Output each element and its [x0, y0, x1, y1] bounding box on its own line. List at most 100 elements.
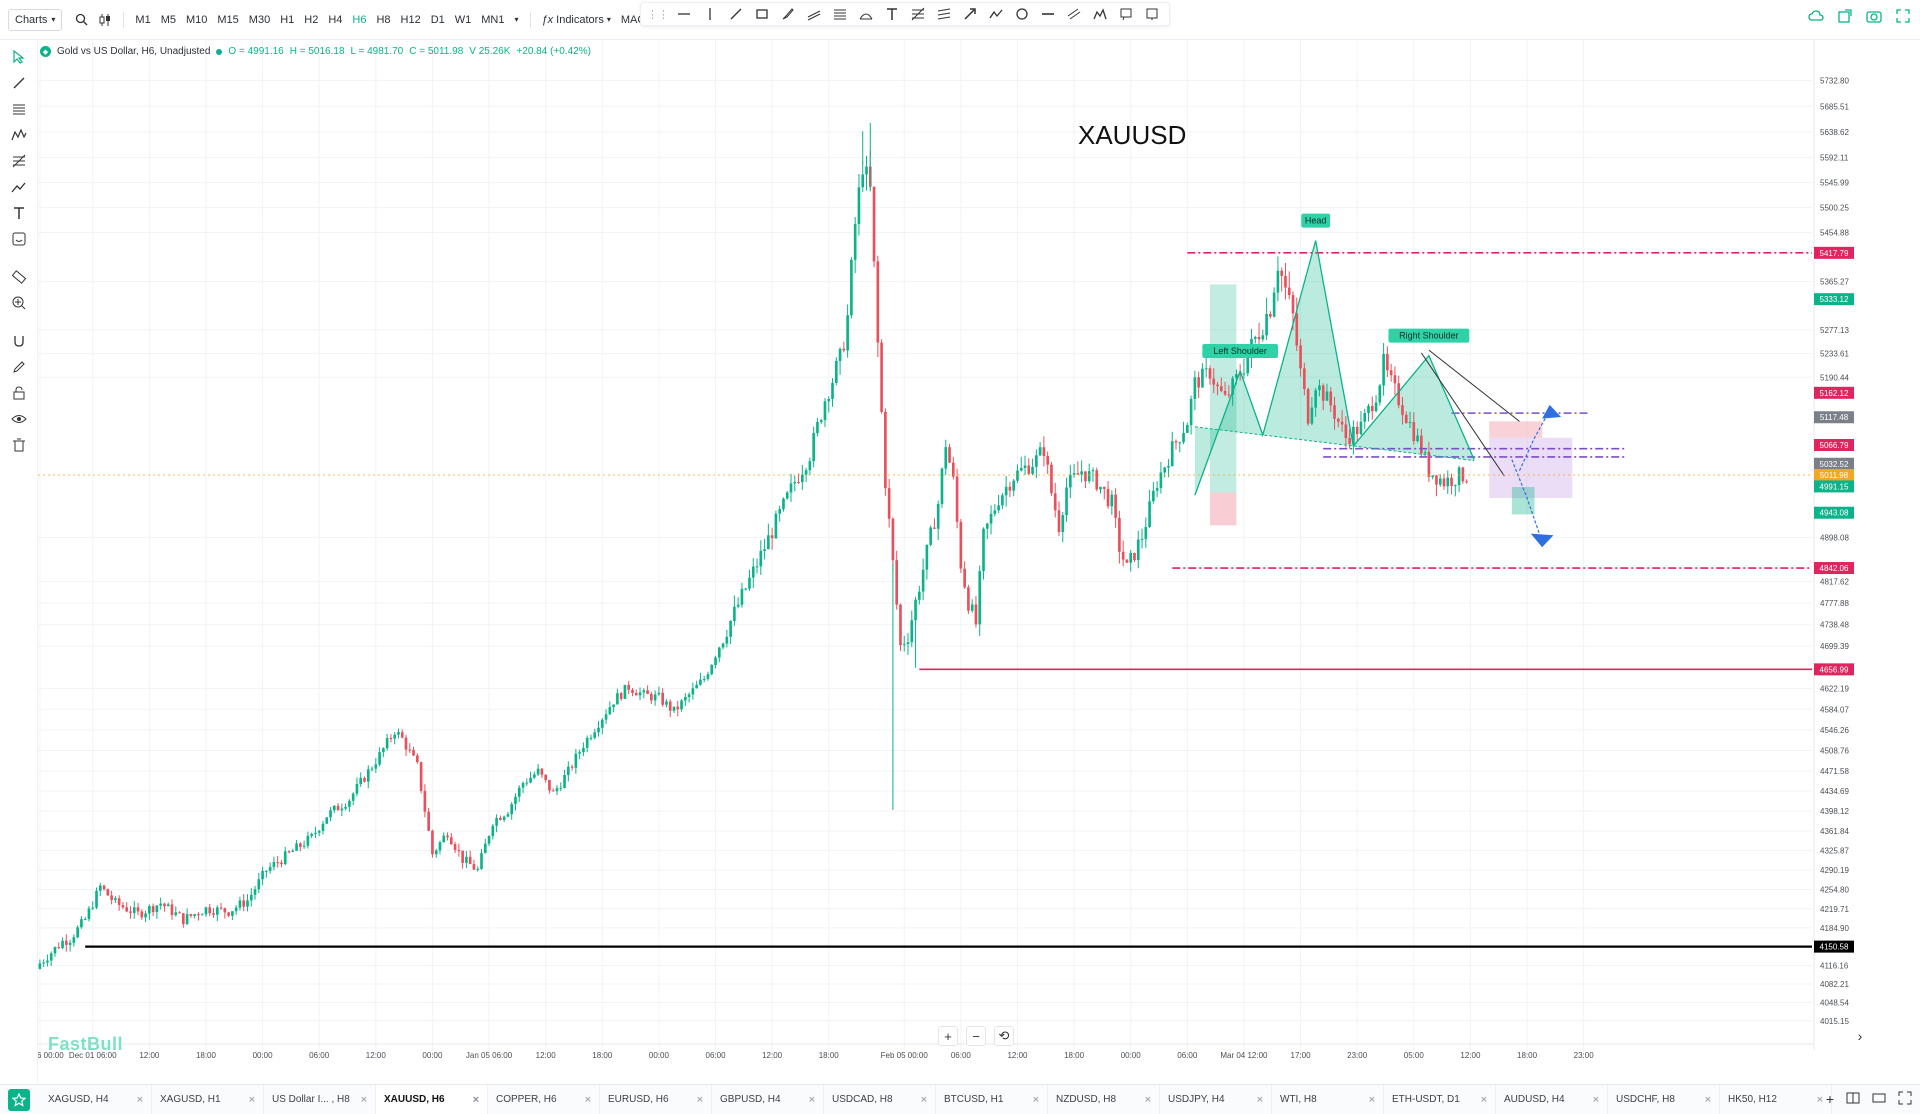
price-label-tool[interactable] [1139, 3, 1165, 25]
horizontal-line-tool[interactable] [671, 3, 697, 25]
timeframe-w1[interactable]: W1 [454, 13, 472, 26]
symbol-search-button[interactable] [70, 9, 93, 31]
close-icon[interactable]: × [920, 1093, 927, 1106]
symbol-tab[interactable]: NZDUSD, H8 × [1048, 1084, 1160, 1114]
zoom-out-button[interactable]: − [966, 1026, 986, 1046]
zoom-in-button[interactable]: + [938, 1026, 958, 1046]
timeframe-mn1[interactable]: MN1 [481, 13, 505, 26]
pattern-tool[interactable] [1087, 3, 1113, 25]
reset-chart-button[interactable]: ⟲ [994, 1026, 1014, 1046]
close-icon[interactable]: × [1704, 1093, 1711, 1106]
fullscreen-button[interactable] [1896, 9, 1910, 26]
symbol-tab[interactable]: USDCAD, H8 × [824, 1084, 936, 1114]
draw-mode-tool[interactable] [6, 356, 32, 378]
share-button[interactable] [1838, 9, 1852, 26]
fib-channel-tool[interactable] [853, 3, 879, 25]
close-icon[interactable]: × [1592, 1093, 1599, 1106]
drag-handle-icon[interactable]: ⋮⋮ [647, 8, 669, 21]
camera-button[interactable] [1866, 9, 1882, 26]
close-icon[interactable]: × [360, 1093, 367, 1106]
timeframe-h6[interactable]: H6 [352, 13, 367, 26]
chart-area[interactable]: 5732.80 5685.51 5638.62 5592.11 5545.99 5500.… [38, 40, 1878, 1070]
zoom-in-tool[interactable] [6, 292, 32, 314]
ruler-tool[interactable] [6, 266, 32, 288]
circle-tool[interactable] [1009, 3, 1035, 25]
close-icon[interactable]: × [1144, 1093, 1151, 1106]
favorites-button[interactable] [8, 1088, 30, 1111]
charts-menu-button[interactable]: Charts ▾ [8, 8, 63, 31]
close-icon[interactable]: × [472, 1093, 479, 1106]
symbol-tab[interactable]: XAGUSD, H4 × [40, 1084, 152, 1114]
ray-tool[interactable] [1035, 3, 1061, 25]
symbol-tab[interactable]: XAUUSD, H6 × [376, 1084, 488, 1114]
rectangle-tool[interactable] [749, 3, 775, 25]
parallel-line-tool[interactable] [1061, 3, 1087, 25]
note-tool[interactable] [1113, 3, 1139, 25]
delete-drawings-tool[interactable] [6, 434, 32, 456]
close-icon[interactable]: × [1368, 1093, 1375, 1106]
channel-tool[interactable] [801, 3, 827, 25]
fib-tool[interactable] [6, 98, 32, 120]
close-icon[interactable]: × [808, 1093, 815, 1106]
close-icon[interactable]: × [1256, 1093, 1263, 1106]
gann-tool[interactable] [6, 150, 32, 172]
symbol-tab[interactable]: GBPUSD, H4 × [712, 1084, 824, 1114]
close-icon[interactable]: × [248, 1093, 255, 1106]
gann-tool[interactable] [905, 3, 931, 25]
close-icon[interactable]: × [1032, 1093, 1039, 1106]
cloud-sync-button[interactable] [1808, 9, 1824, 26]
annotation-tool[interactable] [6, 228, 32, 250]
fib-retracement-tool[interactable] [827, 3, 853, 25]
timeframe-m1[interactable]: M1 [135, 13, 151, 26]
arrow-tool[interactable] [957, 3, 983, 25]
symbol-tab[interactable]: WTI, H8 × [1272, 1084, 1384, 1114]
timeframe-h2[interactable]: H2 [304, 13, 319, 26]
close-icon[interactable]: × [136, 1093, 143, 1106]
symbol-tab[interactable]: XAGUSD, H1 × [152, 1084, 264, 1114]
hide-drawings-tool[interactable] [6, 408, 32, 430]
line-tool[interactable] [6, 72, 32, 94]
polyline-tool[interactable] [983, 3, 1009, 25]
symbol-tab[interactable]: USDJPY, H4 × [1160, 1084, 1272, 1114]
magnet-tool[interactable] [6, 330, 32, 352]
symbol-tab[interactable]: US Dollar I... , H8 × [264, 1084, 376, 1114]
pattern-tool[interactable] [6, 124, 32, 146]
window-button[interactable] [1872, 1091, 1886, 1108]
vertical-line-tool[interactable] [697, 3, 723, 25]
close-icon[interactable]: × [696, 1093, 703, 1106]
timeframe-m15[interactable]: M15 [217, 13, 239, 26]
timeframe-m30[interactable]: M30 [248, 13, 271, 26]
pitchfork-tool[interactable] [931, 3, 957, 25]
symbol-tab[interactable]: AUDUSD, H4 × [1496, 1084, 1608, 1114]
symbol-tab[interactable]: BTCUSD, H1 × [936, 1084, 1048, 1114]
timeframe-h4[interactable]: H4 [328, 13, 343, 26]
chart-type-button[interactable] [93, 9, 117, 31]
forecast-tool[interactable] [6, 176, 32, 198]
timeframe-m5[interactable]: M5 [160, 13, 176, 26]
symbol-tab[interactable]: ETH-USDT, D1 × [1384, 1084, 1496, 1114]
timeframe-more-button[interactable]: ▾ [510, 9, 524, 31]
add-tab-button[interactable]: + [1825, 1091, 1834, 1107]
trend-line-tool[interactable] [723, 3, 749, 25]
scroll-to-latest-button[interactable]: › [1850, 1026, 1870, 1046]
timeframe-h8[interactable]: H8 [376, 13, 391, 26]
close-icon[interactable]: × [584, 1093, 591, 1106]
close-icon[interactable]: × [1480, 1093, 1487, 1106]
timeframe-d1[interactable]: D1 [430, 13, 445, 26]
lock-drawings-tool[interactable] [6, 382, 32, 404]
timeframe-h1[interactable]: H1 [280, 13, 295, 26]
timeframe-h12[interactable]: H12 [400, 13, 421, 26]
cursor-tool[interactable] [6, 46, 32, 68]
price-chart[interactable]: 5732.80 5685.51 5638.62 5592.11 5545.99 5500.… [38, 40, 1878, 1070]
brush-tool[interactable] [775, 3, 801, 25]
text-tool[interactable] [879, 3, 905, 25]
expand-button[interactable] [1898, 1091, 1912, 1108]
symbol-tab[interactable]: EURUSD, H6 × [600, 1084, 712, 1114]
layout-button[interactable] [1846, 1091, 1860, 1108]
symbol-tab[interactable]: USDCHF, H8 × [1608, 1084, 1720, 1114]
symbol-tab[interactable]: HK50, H12 × [1720, 1084, 1832, 1114]
indicators-button[interactable]: ƒx Indicators ▾ [537, 9, 616, 31]
close-icon[interactable]: × [1816, 1093, 1823, 1106]
text-tool[interactable] [6, 202, 32, 224]
timeframe-m10[interactable]: M10 [185, 13, 208, 26]
